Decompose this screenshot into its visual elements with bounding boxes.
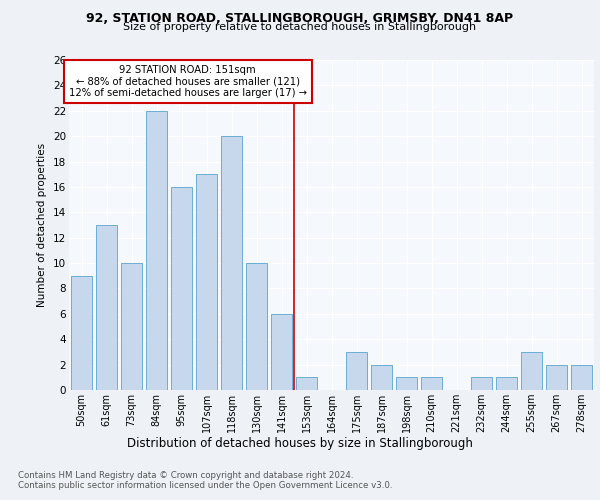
Bar — [146, 111, 167, 390]
Bar — [496, 378, 517, 390]
Text: 92, STATION ROAD, STALLINGBOROUGH, GRIMSBY, DN41 8AP: 92, STATION ROAD, STALLINGBOROUGH, GRIMS… — [86, 12, 514, 26]
Bar — [96, 225, 117, 390]
Bar — [571, 364, 592, 390]
Bar — [396, 378, 417, 390]
Bar — [371, 364, 392, 390]
Text: Contains public sector information licensed under the Open Government Licence v3: Contains public sector information licen… — [18, 481, 392, 490]
Bar — [471, 378, 492, 390]
Text: Distribution of detached houses by size in Stallingborough: Distribution of detached houses by size … — [127, 438, 473, 450]
Bar — [546, 364, 567, 390]
Bar — [246, 263, 267, 390]
Bar — [221, 136, 242, 390]
Bar — [196, 174, 217, 390]
Y-axis label: Number of detached properties: Number of detached properties — [37, 143, 47, 307]
Bar — [521, 352, 542, 390]
Bar — [171, 187, 192, 390]
Bar — [346, 352, 367, 390]
Text: Size of property relative to detached houses in Stallingborough: Size of property relative to detached ho… — [124, 22, 476, 32]
Bar — [121, 263, 142, 390]
Bar — [421, 378, 442, 390]
Bar — [271, 314, 292, 390]
Text: 92 STATION ROAD: 151sqm
← 88% of detached houses are smaller (121)
12% of semi-d: 92 STATION ROAD: 151sqm ← 88% of detache… — [69, 65, 307, 98]
Text: Contains HM Land Registry data © Crown copyright and database right 2024.: Contains HM Land Registry data © Crown c… — [18, 471, 353, 480]
Bar — [296, 378, 317, 390]
Bar — [71, 276, 92, 390]
